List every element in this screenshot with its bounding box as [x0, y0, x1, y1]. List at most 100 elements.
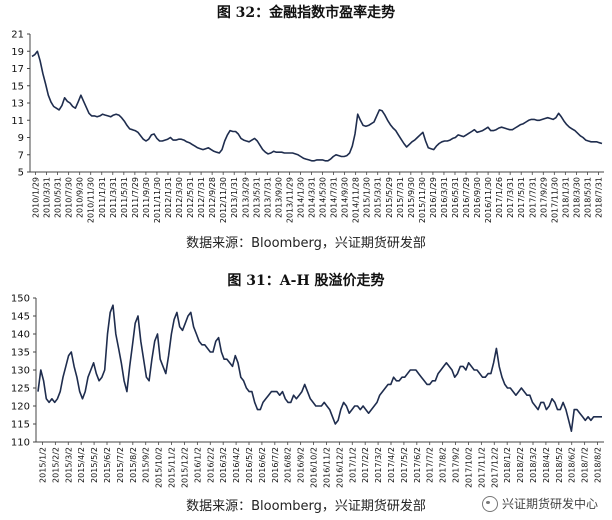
x-tick-label: 2017/5/2 [400, 447, 409, 483]
x-tick-label: 2014/11/28 [352, 177, 361, 223]
chart-source-2: 数据来源：Bloomberg，兴证期货研发部 [186, 499, 426, 514]
x-tick-label: 2017/6/2 [413, 447, 422, 483]
x-tick-label: 2017/5/31 [517, 177, 526, 218]
x-tick-label: 2014/1/30 [296, 177, 305, 218]
x-tick-label: 2010/5/31 [54, 177, 63, 218]
x-tick-label: 2017/11/30 [550, 177, 559, 223]
chart-1-pe-ratio: 5 7 9 11 13 15 17 19 21 2010/1/29 2010/3/31 2010/5/… [11, 30, 604, 223]
series-line [31, 50, 603, 162]
y-tick-label: 9 [18, 133, 24, 144]
x-tick-label: 2018/5/2 [555, 447, 564, 483]
x-tick-label: 2015/7/31 [396, 177, 405, 218]
x-tick-label: 2017/12/2 [490, 447, 499, 488]
x-tick-label: 2018/1/31 [561, 177, 570, 218]
x-tick-label: 2015/8/2 [129, 447, 138, 483]
x-tick-label: 2016/2/2 [206, 447, 215, 483]
y-tick-label: 120 [11, 402, 30, 413]
x-tick-label: 2016/8/2 [284, 447, 293, 483]
x-tick-label: 2014/7/31 [330, 177, 339, 218]
x-tick-label: 2016/1/29 [429, 177, 438, 218]
x-tick-label: 2018/1/2 [503, 447, 512, 483]
x-tick-label: 2010/1/29 [32, 177, 41, 218]
x-tick-label: 2015/11/30 [418, 177, 427, 223]
x-tick-label: 2016/9/30 [473, 177, 482, 218]
x-tick-label: 2016/12/2 [335, 447, 344, 488]
x-tick-label: 2017/2/2 [361, 447, 370, 483]
x-tick-label: 2015/10/2 [155, 447, 164, 488]
x-tick-label: 2017/3/2 [374, 447, 383, 483]
y-tick-label: 19 [11, 47, 24, 58]
y-tick-label: 13 [11, 99, 24, 110]
x-tick-label: 2012/11/30 [219, 177, 228, 223]
x-tick-label: 2012/3/30 [175, 177, 184, 218]
y-tick-label: 135 [11, 348, 30, 359]
chart-title-2: 图 31：A-H 股溢价走势 [227, 273, 385, 289]
chart-source-1: 数据来源：Bloomberg，兴证期货研发部 [186, 236, 426, 251]
x-tick-label: 2013/11/29 [285, 177, 294, 223]
x-tick-label: 2016/5/31 [451, 177, 460, 218]
x-tick-label: 2013/9/30 [274, 177, 283, 218]
x-tick-label: 2015/2/2 [51, 447, 60, 483]
x-tick-label: 2016/7/29 [462, 177, 471, 218]
x-tick-label: 2017/9/29 [539, 177, 548, 218]
y-tick-label: 110 [11, 438, 30, 449]
x-tick-label: 2017/7/2 [426, 447, 435, 483]
x-tick-label: 2013/1/31 [230, 177, 239, 218]
x-tick-label: 2010/7/30 [65, 177, 74, 218]
x-tick-label: 2016/7/2 [271, 447, 280, 483]
y-tick-label: 150 [11, 294, 30, 305]
y-tick-label: 125 [11, 384, 30, 395]
x-tick-label: 2016/1/2 [193, 447, 202, 483]
x-tick-label: 2013/3/29 [241, 177, 250, 218]
x-tick-label: 2018/3/30 [572, 177, 581, 218]
y-tick-label: 130 [11, 366, 30, 377]
x-tick-label: 2017/11/2 [477, 447, 486, 488]
x-tick-label: 2018/3/2 [529, 447, 538, 483]
x-tick-label: 2012/7/31 [197, 177, 206, 218]
x-tick-label: 2016/6/2 [258, 447, 267, 483]
watermark: 兴证期货研发中心 [481, 495, 598, 512]
y-tick-label: 115 [11, 420, 30, 431]
y-tick-label: 145 [11, 312, 30, 323]
x-tick-label: 2013/7/31 [263, 177, 272, 218]
x-tick-label: 2011/11/30 [153, 177, 162, 223]
x-tick-label: 2016/3/2 [219, 447, 228, 483]
x-tick-label: 2010/3/31 [43, 177, 52, 218]
x-tick-label: 2017/7/31 [528, 177, 537, 218]
y-tick-label: 17 [11, 64, 24, 75]
x-tick-label: 2012/9/28 [208, 177, 217, 218]
x-tick-label: 2016/9/2 [297, 447, 306, 483]
x-tick-label: 2016/5/2 [245, 447, 254, 483]
x-tick-label: 2018/6/2 [568, 447, 577, 483]
x-tick-label: 2012/5/31 [186, 177, 195, 218]
x-tick-label: 2011/9/30 [142, 177, 151, 218]
x-tick-label: 2018/5/31 [583, 177, 592, 218]
x-tick-label: 2016/11/2 [322, 447, 331, 488]
x-tick-label: 2015/7/2 [116, 447, 125, 483]
x-tick-label: 2017/10/2 [464, 447, 473, 488]
x-tick-label: 2014/5/30 [319, 177, 328, 218]
x-tick-label: 2015/4/2 [77, 447, 86, 483]
x-tick-label: 2017/8/2 [439, 447, 448, 483]
x-tick-label: 2011/3/31 [109, 177, 118, 218]
wechat-icon [481, 495, 498, 512]
x-tick-label: 2018/8/2 [594, 447, 603, 483]
x-tick-label: 2015/5/2 [90, 447, 99, 483]
x-tick-label: 2016/4/2 [232, 447, 241, 483]
x-tick-label: 2018/4/2 [542, 447, 551, 483]
x-tick-label: 2018/2/2 [516, 447, 525, 483]
watermark-text: 兴证期货研发中心 [501, 497, 598, 511]
x-tick-label: 2015/3/31 [374, 177, 383, 218]
x-tick-label: 2017/1/2 [348, 447, 357, 483]
y-tick-label: 21 [11, 30, 24, 41]
series-line [37, 304, 602, 432]
chart-title-1: 图 32：金融指数市盈率走势 [216, 5, 396, 21]
x-tick-label: 2017/3/31 [506, 177, 515, 218]
x-tick-label: 2015/1/30 [363, 177, 372, 218]
x-tick-label: 2016/11/30 [484, 177, 493, 223]
x-tick-label: 2015/11/2 [168, 447, 177, 488]
x-tick-label: 2015/12/2 [180, 447, 189, 488]
x-tick-label: 2010/11/30 [87, 177, 96, 223]
x-tick-label: 2018/7/2 [581, 447, 590, 483]
x-tick-label: 2017/4/2 [387, 447, 396, 483]
